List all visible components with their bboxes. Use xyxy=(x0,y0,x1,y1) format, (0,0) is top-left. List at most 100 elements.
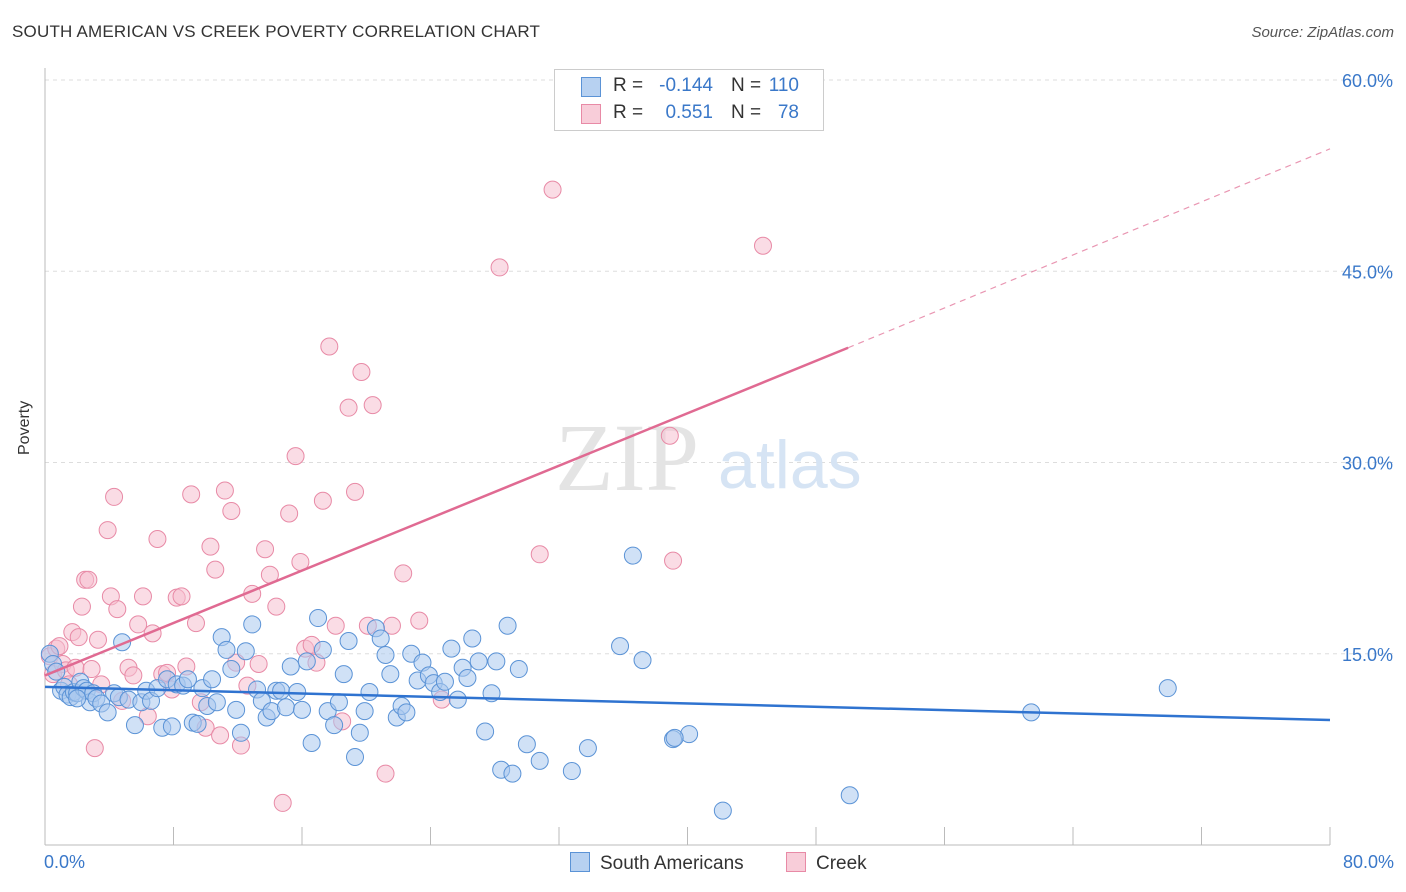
south-american-point xyxy=(325,716,344,735)
legend-label-creek: Creek xyxy=(816,853,867,874)
creek-point xyxy=(313,491,332,510)
creek-point xyxy=(256,540,275,559)
south-american-point xyxy=(623,546,642,565)
creek-point xyxy=(215,481,234,500)
south-american-point xyxy=(487,652,506,671)
creek-trendline-extension xyxy=(847,148,1331,349)
south-american-point xyxy=(381,665,400,684)
creek-point xyxy=(410,611,429,630)
south-american-point xyxy=(125,716,144,735)
creek-point xyxy=(286,447,305,466)
r-value: -0.144 xyxy=(659,75,713,96)
n-label: N = xyxy=(731,75,762,96)
south-american-point xyxy=(578,739,597,758)
creek-trendline xyxy=(44,346,849,677)
south-american-point xyxy=(217,640,236,659)
stats-box: R = -0.144 N = 110 R = 0.551 N = 78 xyxy=(554,69,824,131)
creek-point xyxy=(69,628,88,647)
r-label: R = xyxy=(613,102,644,123)
y-tick-label: 60.0% xyxy=(1342,71,1393,91)
stats-row-south-americans: R = -0.144 N = 110 xyxy=(555,74,823,100)
south-american-point xyxy=(243,615,262,634)
legend-label-south-americans: South Americans xyxy=(600,853,744,874)
creek-point xyxy=(530,545,549,564)
n-label: N = xyxy=(731,102,762,123)
creek-swatch xyxy=(581,104,601,124)
south-american-point xyxy=(313,640,332,659)
south-american-point xyxy=(360,683,379,701)
stats-row-creek: R = 0.551 N = 78 xyxy=(555,101,823,127)
south-americans-trendline xyxy=(44,685,1331,722)
x-tick-label-min: 0.0% xyxy=(44,852,86,872)
creek-point xyxy=(182,485,201,504)
creek-point xyxy=(339,398,358,417)
creek-point xyxy=(172,587,191,606)
chart-source: Source: ZipAtlas.com xyxy=(1251,24,1394,41)
south-american-point xyxy=(840,786,859,805)
south-american-point xyxy=(371,629,390,648)
south-american-point xyxy=(297,652,316,671)
south-american-point xyxy=(227,700,246,719)
south-american-point xyxy=(162,717,181,736)
south-american-point xyxy=(562,762,581,781)
r-label: R = xyxy=(613,75,644,96)
creek-point xyxy=(201,537,220,556)
south-american-point xyxy=(188,714,207,733)
y-tick-label: 30.0% xyxy=(1342,454,1393,474)
creek-point xyxy=(660,426,679,445)
south-american-point xyxy=(231,723,250,742)
south-american-point xyxy=(469,652,488,671)
creek-point xyxy=(394,564,413,583)
creek-point xyxy=(222,501,241,520)
creek-point xyxy=(133,587,152,606)
south-american-point xyxy=(376,646,395,665)
creek-point xyxy=(82,660,101,679)
creek-point xyxy=(490,258,509,277)
axes xyxy=(44,68,1331,846)
y-tick-label: 45.0% xyxy=(1342,262,1393,282)
creek-point xyxy=(211,726,230,745)
creek-point xyxy=(280,504,299,523)
creek-point xyxy=(148,530,167,548)
south-american-point xyxy=(665,728,684,747)
creek-point xyxy=(105,487,124,506)
legend-item-south-americans: South Americans xyxy=(570,852,744,875)
south-american-point xyxy=(68,689,87,708)
creek-point xyxy=(79,570,98,589)
south-american-point xyxy=(611,637,630,656)
south-american-point xyxy=(178,670,197,689)
south-american-point xyxy=(509,660,528,679)
south-american-point xyxy=(98,703,117,722)
creek-point xyxy=(326,616,345,635)
south-american-point xyxy=(309,609,328,628)
creek-point xyxy=(85,739,104,758)
south-americans-swatch xyxy=(581,77,601,97)
creek-point xyxy=(753,236,772,255)
south-american-point xyxy=(448,690,467,709)
south-american-point xyxy=(633,651,652,670)
creek-point xyxy=(273,793,292,812)
legend-item-creek: Creek xyxy=(786,852,867,875)
south-american-point xyxy=(281,657,300,676)
south-american-point xyxy=(334,665,353,684)
south-american-point xyxy=(498,616,517,635)
creek-point xyxy=(363,396,382,415)
creek-point xyxy=(376,764,395,783)
south-american-point xyxy=(476,722,495,741)
south-american-point xyxy=(329,693,348,712)
south-american-points xyxy=(40,546,1177,820)
creek-point xyxy=(267,597,286,616)
south-american-point xyxy=(293,700,311,719)
creek-point xyxy=(98,521,117,540)
creek-point xyxy=(249,654,268,673)
creek-point xyxy=(206,560,225,579)
south-american-point xyxy=(288,683,307,701)
n-value: 78 xyxy=(777,102,799,123)
watermark-atlas: atlas xyxy=(718,427,862,503)
creek-point xyxy=(124,666,143,685)
south-american-point xyxy=(442,639,461,658)
south-american-point xyxy=(350,723,369,742)
y-tick-label: 15.0% xyxy=(1342,645,1393,665)
south-american-point xyxy=(272,681,291,700)
